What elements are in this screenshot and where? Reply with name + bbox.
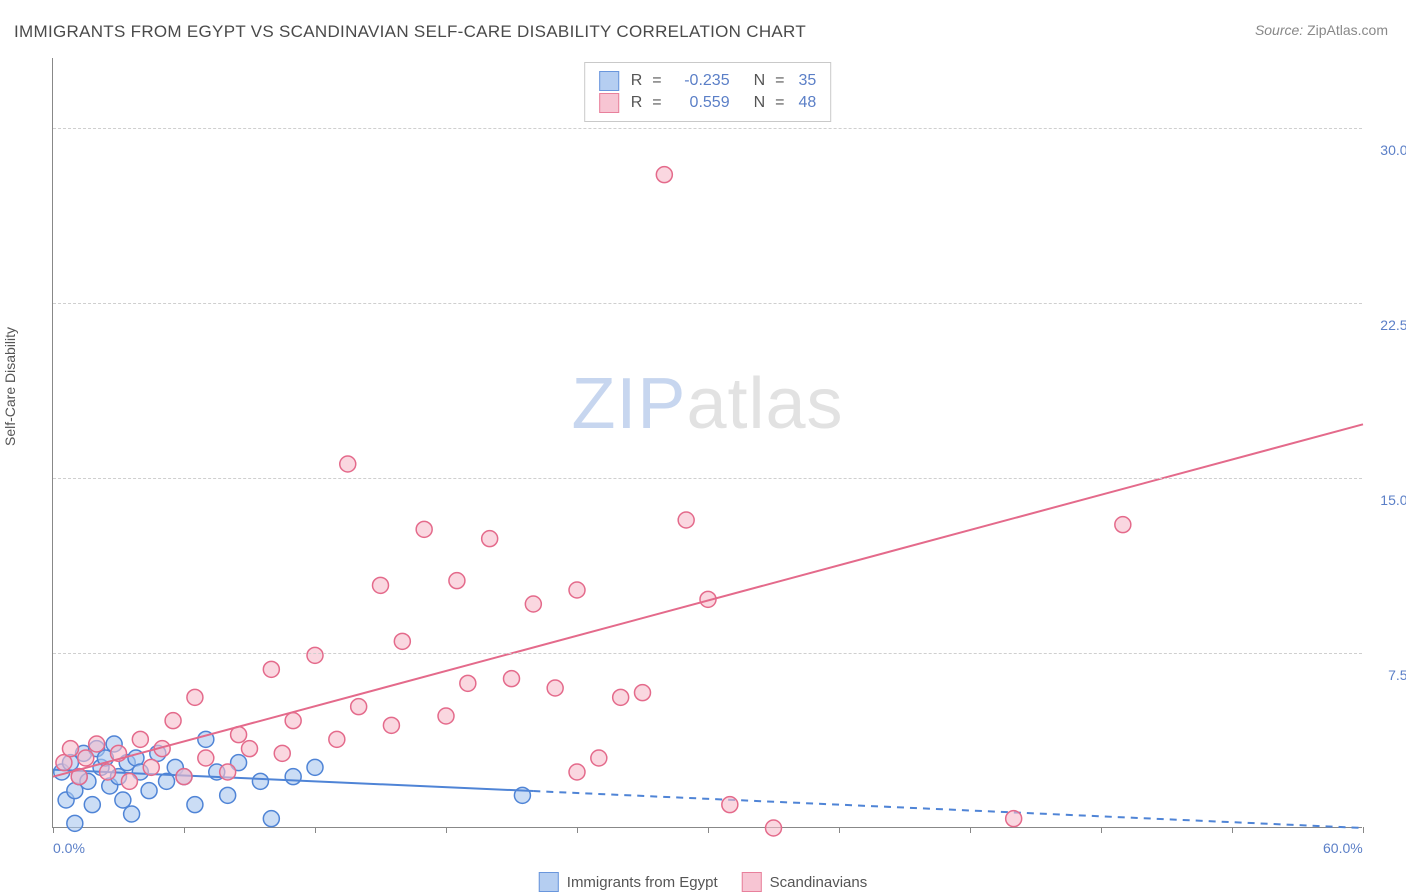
scatter-point	[307, 647, 323, 663]
x-tick	[970, 827, 971, 833]
y-tick-label: 22.5%	[1380, 317, 1406, 333]
scatter-point	[242, 741, 258, 757]
scatter-point	[141, 783, 157, 799]
chart-svg	[53, 58, 1362, 827]
plot-area: ZIPatlas R=-0.235N=35R=0.559N=48 7.5%15.…	[52, 58, 1362, 828]
scatter-point	[121, 773, 137, 789]
scatter-point	[263, 811, 279, 827]
y-axis-title: Self-Care Disability	[2, 327, 18, 446]
scatter-point	[220, 787, 236, 803]
scatter-point	[252, 773, 268, 789]
scatter-point	[438, 708, 454, 724]
scatter-point	[525, 596, 541, 612]
x-tick	[446, 827, 447, 833]
scatter-point	[187, 797, 203, 813]
scatter-point	[285, 713, 301, 729]
scatter-point	[78, 750, 94, 766]
scatter-point	[1006, 811, 1022, 827]
x-tick	[708, 827, 709, 833]
scatter-point	[100, 764, 116, 780]
scatter-point	[329, 731, 345, 747]
scatter-point	[722, 797, 738, 813]
x-tick	[1101, 827, 1102, 833]
bottom-legend: Immigrants from Egypt Scandinavians	[539, 872, 867, 892]
legend-swatch	[539, 872, 559, 892]
bottom-legend-label: Immigrants from Egypt	[567, 874, 718, 891]
scatter-point	[187, 689, 203, 705]
scatter-point	[635, 685, 651, 701]
source-label: Source:	[1255, 22, 1303, 38]
scatter-point	[766, 820, 782, 836]
x-tick	[184, 827, 185, 833]
scatter-point	[132, 731, 148, 747]
bottom-legend-item: Scandinavians	[742, 872, 868, 892]
scatter-point	[84, 797, 100, 813]
scatter-point	[307, 759, 323, 775]
scatter-point	[143, 759, 159, 775]
scatter-point	[569, 764, 585, 780]
scatter-point	[504, 671, 520, 687]
x-tick	[53, 827, 54, 833]
scatter-point	[449, 573, 465, 589]
scatter-point	[416, 521, 432, 537]
y-tick-label: 15.0%	[1380, 492, 1406, 508]
scatter-point	[274, 745, 290, 761]
scatter-point	[67, 815, 83, 831]
y-tick-label: 7.5%	[1388, 667, 1406, 683]
scatter-point	[482, 531, 498, 547]
x-tick	[315, 827, 316, 833]
scatter-point	[165, 713, 181, 729]
scatter-point	[340, 456, 356, 472]
gridline	[53, 653, 1362, 654]
scatter-point	[62, 741, 78, 757]
gridline	[53, 478, 1362, 479]
scatter-point	[351, 699, 367, 715]
x-tick-label: 60.0%	[1323, 840, 1363, 856]
x-tick	[577, 827, 578, 833]
scatter-point	[613, 689, 629, 705]
scatter-point	[89, 736, 105, 752]
bottom-legend-item: Immigrants from Egypt	[539, 872, 718, 892]
scatter-point	[198, 750, 214, 766]
x-tick-label: 0.0%	[53, 840, 85, 856]
legend-swatch	[742, 872, 762, 892]
scatter-point	[1115, 517, 1131, 533]
y-tick-label: 30.0%	[1380, 142, 1406, 158]
gridline	[53, 128, 1362, 129]
scatter-point	[176, 769, 192, 785]
scatter-point	[678, 512, 694, 528]
gridline	[53, 303, 1362, 304]
scatter-point	[547, 680, 563, 696]
source-value: ZipAtlas.com	[1307, 22, 1388, 38]
scatter-point	[285, 769, 301, 785]
scatter-point	[124, 806, 140, 822]
scatter-point	[263, 661, 279, 677]
x-tick	[839, 827, 840, 833]
scatter-point	[460, 675, 476, 691]
scatter-point	[220, 764, 236, 780]
scatter-point	[569, 582, 585, 598]
bottom-legend-label: Scandinavians	[770, 874, 868, 891]
scatter-point	[383, 717, 399, 733]
chart-title: IMMIGRANTS FROM EGYPT VS SCANDINAVIAN SE…	[14, 22, 806, 42]
scatter-point	[394, 633, 410, 649]
scatter-point	[115, 792, 131, 808]
x-tick	[1363, 827, 1364, 833]
scatter-point	[373, 577, 389, 593]
trend-line-dashed	[533, 791, 1363, 828]
x-tick	[1232, 827, 1233, 833]
scatter-point	[656, 167, 672, 183]
source-attribution: Source: ZipAtlas.com	[1255, 22, 1388, 38]
scatter-point	[591, 750, 607, 766]
